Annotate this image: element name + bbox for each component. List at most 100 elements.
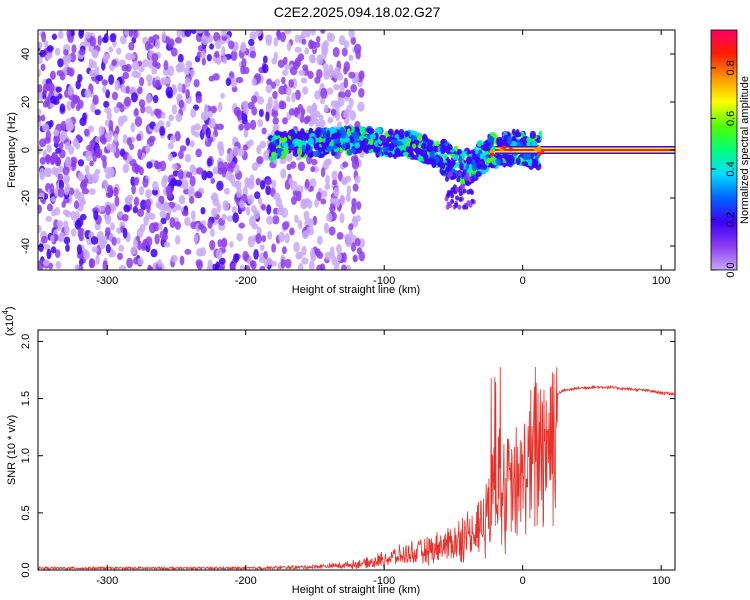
signal-cell [458, 157, 463, 163]
noise-cell [290, 180, 298, 192]
noise-cell [104, 132, 110, 140]
signal-cell [325, 146, 333, 152]
noise-cell [256, 144, 262, 155]
noise-cell [75, 104, 81, 112]
noise-cell [249, 260, 255, 268]
noise-cell [295, 107, 301, 115]
noise-cell [138, 99, 146, 108]
signal-cell [283, 148, 289, 155]
noise-cell [114, 79, 121, 91]
signal-cell [531, 160, 538, 169]
signal-cell [368, 128, 375, 134]
svg-text:(x104): (x104) [1, 306, 16, 336]
noise-cell [236, 110, 243, 121]
noise-cell [38, 55, 43, 65]
noise-cell [237, 148, 245, 157]
noise-cell [38, 204, 43, 214]
signal-cell [465, 156, 473, 164]
noise-cell [215, 249, 223, 260]
signal-cell [411, 143, 417, 149]
signal-cell [496, 137, 503, 144]
noise-cell [286, 163, 292, 171]
noise-cell [301, 38, 307, 45]
noise-cell [195, 148, 202, 158]
noise-cell [251, 95, 258, 104]
noise-cell [307, 70, 314, 80]
signal-cell [466, 199, 471, 206]
noise-cell [193, 234, 199, 243]
noise-cell [158, 222, 163, 231]
signal-cell [521, 161, 529, 167]
noise-cell [256, 156, 264, 165]
noise-cell [94, 109, 101, 116]
signal-cell [368, 137, 374, 146]
noise-cell [178, 99, 185, 109]
y-tick-label: 0.0 [20, 562, 32, 577]
noise-cell [97, 35, 102, 46]
noise-cell [133, 177, 139, 186]
noise-cell [308, 260, 315, 270]
noise-cell [59, 103, 66, 113]
carrier-line [494, 149, 675, 151]
noise-cell [103, 167, 111, 174]
noise-cell [230, 77, 238, 88]
noise-cell [316, 235, 323, 245]
noise-cell [327, 116, 334, 124]
noise-cell [291, 92, 296, 103]
noise-cell [196, 51, 202, 59]
noise-cell [357, 101, 365, 112]
noise-cell [62, 166, 70, 176]
noise-cell [146, 161, 153, 169]
x-tick-label: -200 [235, 275, 257, 287]
noise-cell [184, 77, 191, 88]
noise-cell [105, 213, 112, 225]
noise-cell [303, 210, 310, 221]
signal-cell [414, 147, 421, 154]
noise-cell [190, 68, 195, 78]
noise-cell [243, 128, 249, 138]
noise-cell [79, 181, 88, 190]
noise-cell [45, 96, 51, 107]
signal-cell [422, 134, 428, 142]
noise-cell [320, 190, 328, 198]
noise-cell [316, 69, 323, 79]
noise-cell [78, 258, 84, 266]
noise-cell [265, 185, 272, 196]
noise-cell [83, 128, 90, 137]
noise-cell [272, 215, 280, 225]
noise-cell [51, 209, 56, 217]
noise-cell [193, 123, 201, 131]
colorbar-tick-label: 0.0 [725, 262, 737, 277]
noise-cell [336, 243, 342, 255]
noise-cell [169, 217, 176, 229]
noise-cell [194, 191, 202, 199]
signal-peak-cell [501, 145, 507, 150]
noise-cell [235, 76, 244, 84]
noise-cell [285, 152, 293, 162]
noise-cell [265, 111, 270, 122]
x-tick-label: 0 [520, 575, 526, 587]
noise-cell [222, 200, 230, 212]
noise-cell [116, 47, 122, 55]
noise-cell [195, 95, 203, 104]
signal-cell [312, 150, 320, 158]
noise-cell [278, 100, 285, 110]
noise-cell [352, 254, 358, 263]
signal-cell [431, 158, 437, 167]
noise-cell [138, 185, 145, 196]
noise-cell [185, 171, 193, 178]
noise-cell [301, 257, 309, 265]
noise-cell [79, 198, 85, 206]
noise-cell [320, 87, 328, 99]
noise-cell [337, 121, 343, 129]
noise-cell [294, 214, 299, 224]
noise-cell [278, 85, 286, 95]
noise-cell [295, 190, 302, 202]
signal-cell [296, 139, 302, 148]
noise-cell [90, 102, 96, 113]
noise-cell [236, 233, 244, 242]
noise-cell [273, 192, 281, 201]
signal-cell [462, 204, 467, 210]
noise-cell [223, 161, 229, 172]
noise-cell [294, 89, 301, 101]
